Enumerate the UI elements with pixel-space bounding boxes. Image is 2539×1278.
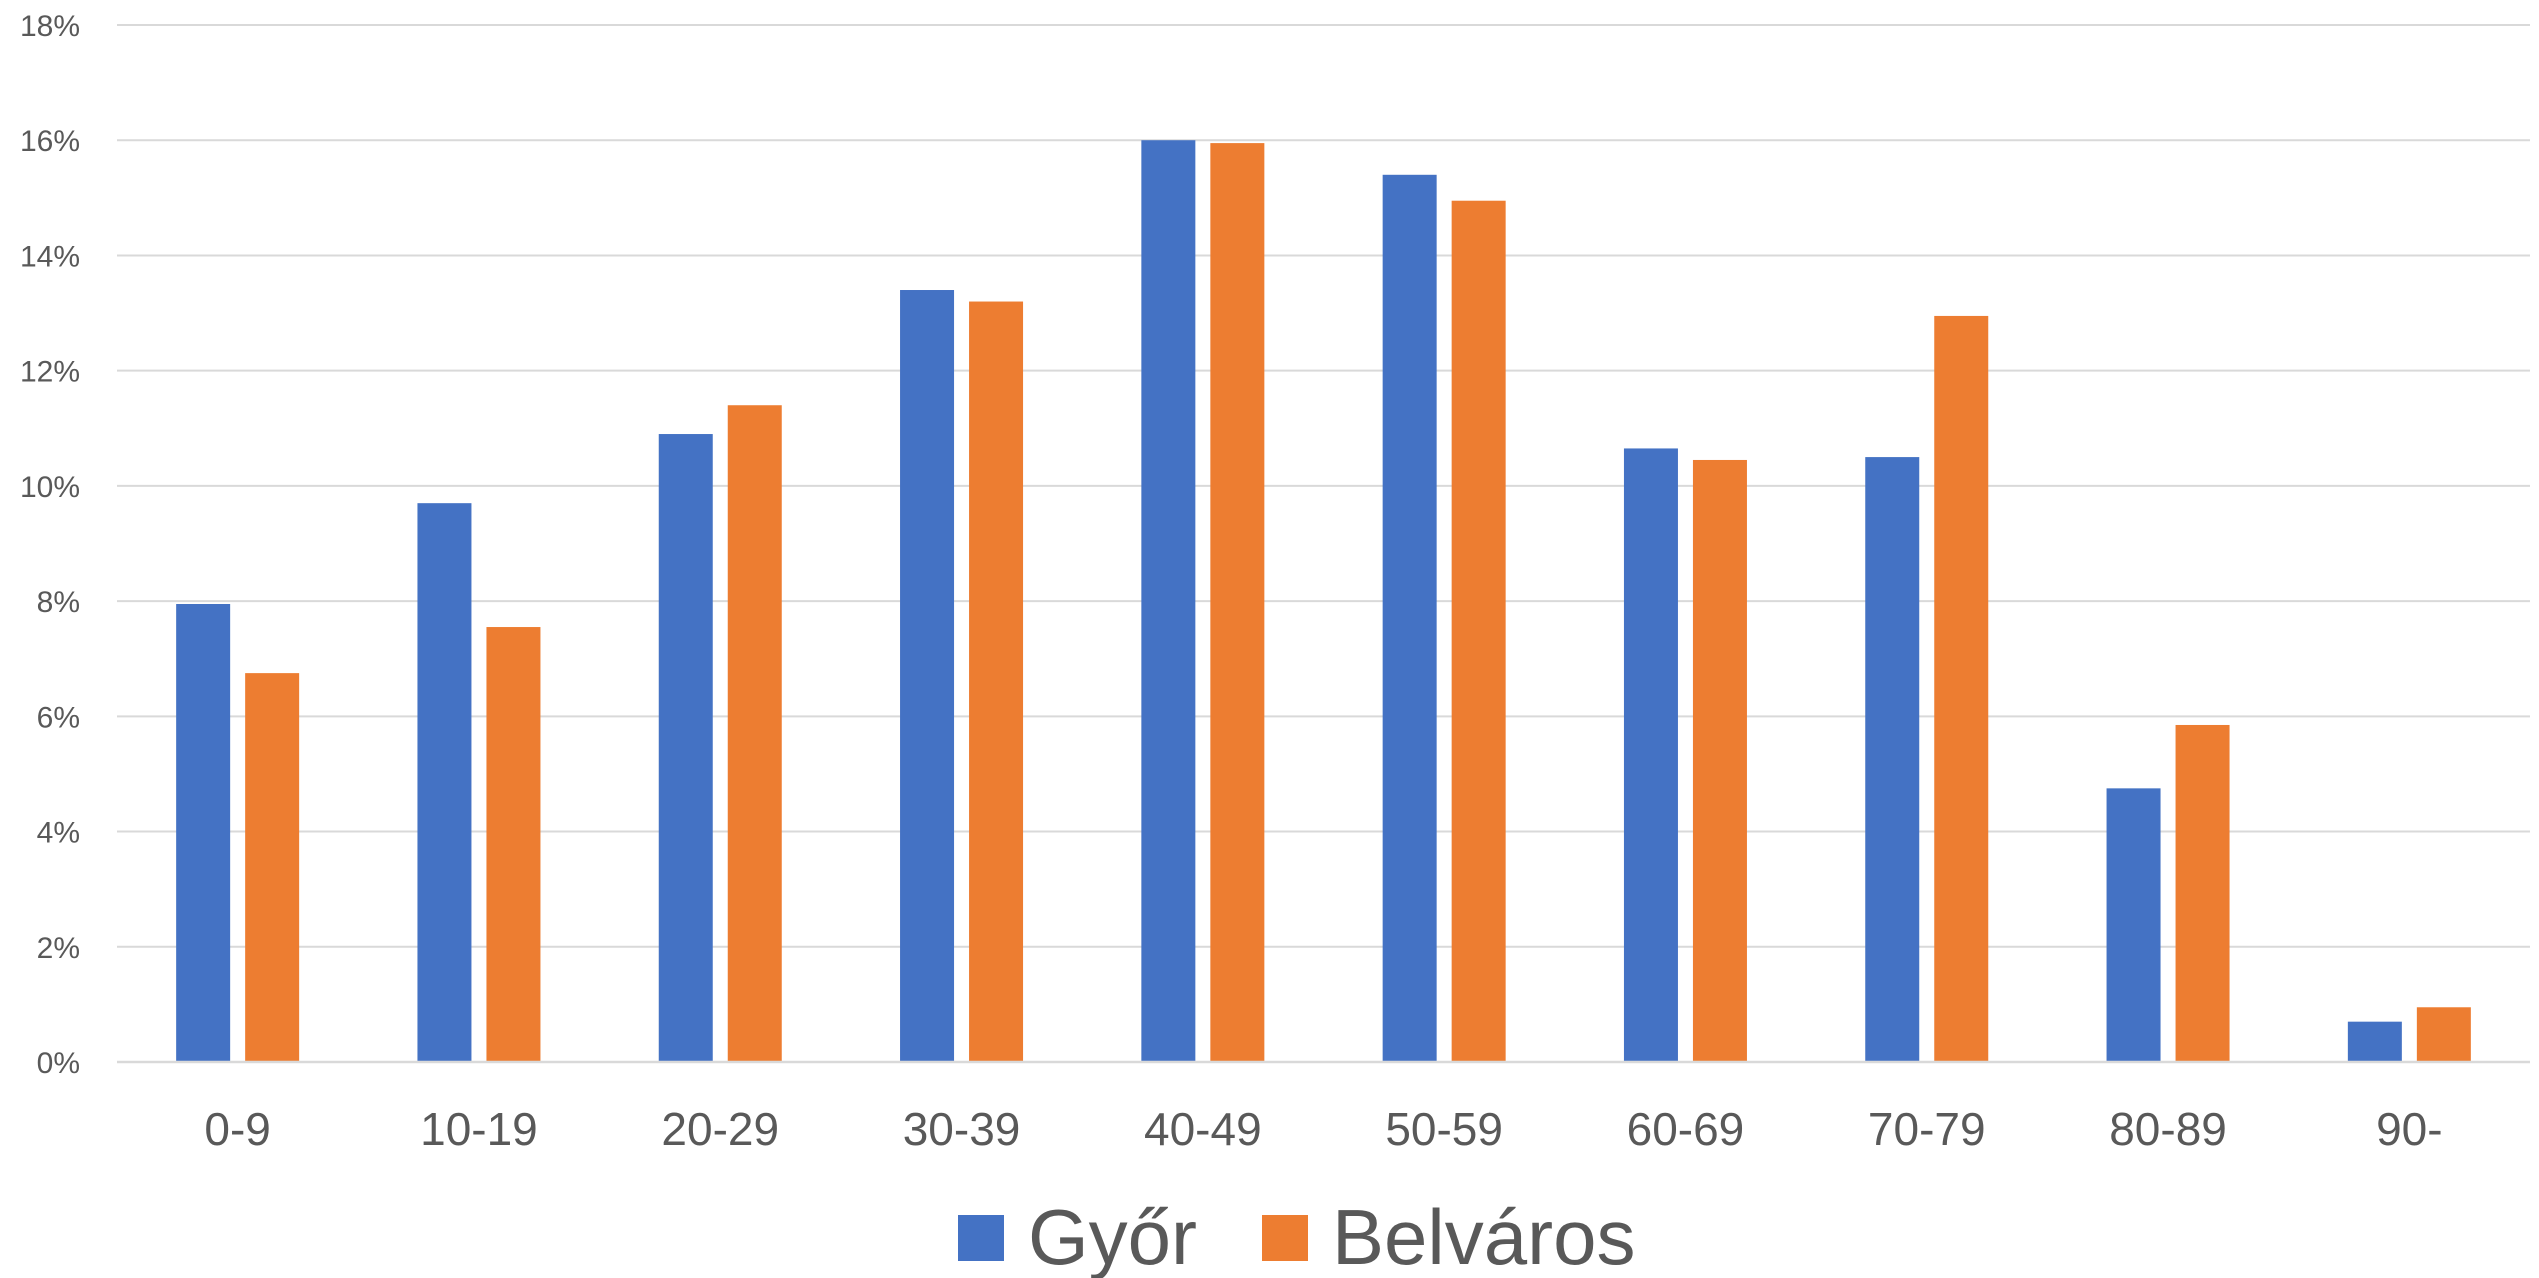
bar-belvaros-30-39 xyxy=(969,301,1024,1062)
bar-gyor-40-49 xyxy=(1141,140,1196,1062)
x-tick-label: 90- xyxy=(2376,1103,2442,1155)
legend-label-belvaros: Belváros xyxy=(1332,1193,1635,1278)
bar-gyor-0-9 xyxy=(176,603,231,1062)
legend-label-gyor: Győr xyxy=(1028,1193,1197,1278)
x-tick-label: 20-29 xyxy=(661,1103,779,1155)
bars xyxy=(176,140,2471,1063)
bar-gyor-90- xyxy=(2347,1021,2402,1062)
x-tick-label: 40-49 xyxy=(1144,1103,1262,1155)
bar-belvaros-40-49 xyxy=(1210,143,1265,1062)
x-tick-label: 60-69 xyxy=(1627,1103,1745,1155)
y-tick-label: 4% xyxy=(37,817,80,850)
y-tick-label: 2% xyxy=(37,932,80,965)
bar-belvaros-70-79 xyxy=(1934,315,1989,1062)
legend-swatch-belvaros xyxy=(1262,1215,1308,1261)
legend-swatch-gyor xyxy=(958,1215,1004,1261)
bar-gyor-30-39 xyxy=(900,290,955,1062)
y-tick-label: 12% xyxy=(20,356,80,389)
y-tick-label: 0% xyxy=(37,1047,80,1080)
x-tick-label: 30-39 xyxy=(903,1103,1021,1155)
bar-gyor-80-89 xyxy=(2106,788,2161,1062)
bar-belvaros-80-89 xyxy=(2175,724,2230,1062)
x-tick-label: 70-79 xyxy=(1868,1103,1986,1155)
bar-belvaros-60-69 xyxy=(1692,459,1747,1063)
y-axis-ticks: 0% 2% 4% 6% 8% 10% 12% 14% 16% 18% xyxy=(20,10,80,1080)
bar-gyor-10-19 xyxy=(417,503,472,1062)
bar-belvaros-20-29 xyxy=(727,405,782,1062)
y-tick-label: 16% xyxy=(20,125,80,158)
bar-gyor-20-29 xyxy=(658,434,713,1062)
y-tick-label: 10% xyxy=(20,471,80,504)
x-tick-label: 10-19 xyxy=(420,1103,538,1155)
bar-gyor-50-59 xyxy=(1382,174,1437,1063)
bar-belvaros-10-19 xyxy=(486,627,541,1062)
bar-gyor-60-69 xyxy=(1623,448,1678,1063)
bar-gyor-70-79 xyxy=(1865,457,1920,1062)
bar-belvaros-0-9 xyxy=(245,673,300,1062)
bar-belvaros-50-59 xyxy=(1451,200,1506,1063)
x-axis-ticks: 0-9 10-19 20-29 30-39 40-49 50-59 60-69 70-79 80… xyxy=(204,1103,2442,1155)
x-tick-label: 0-9 xyxy=(204,1103,270,1155)
y-tick-label: 14% xyxy=(20,240,80,273)
y-tick-label: 8% xyxy=(37,586,80,619)
x-tick-label: 50-59 xyxy=(1385,1103,1503,1155)
y-tick-label: 6% xyxy=(37,701,80,734)
x-tick-label: 80-89 xyxy=(2109,1103,2227,1155)
gridlines xyxy=(117,24,2530,948)
y-tick-label: 18% xyxy=(20,10,80,43)
bar-belvaros-90- xyxy=(2416,1007,2471,1062)
legend: Győr Belváros xyxy=(958,1193,1635,1278)
